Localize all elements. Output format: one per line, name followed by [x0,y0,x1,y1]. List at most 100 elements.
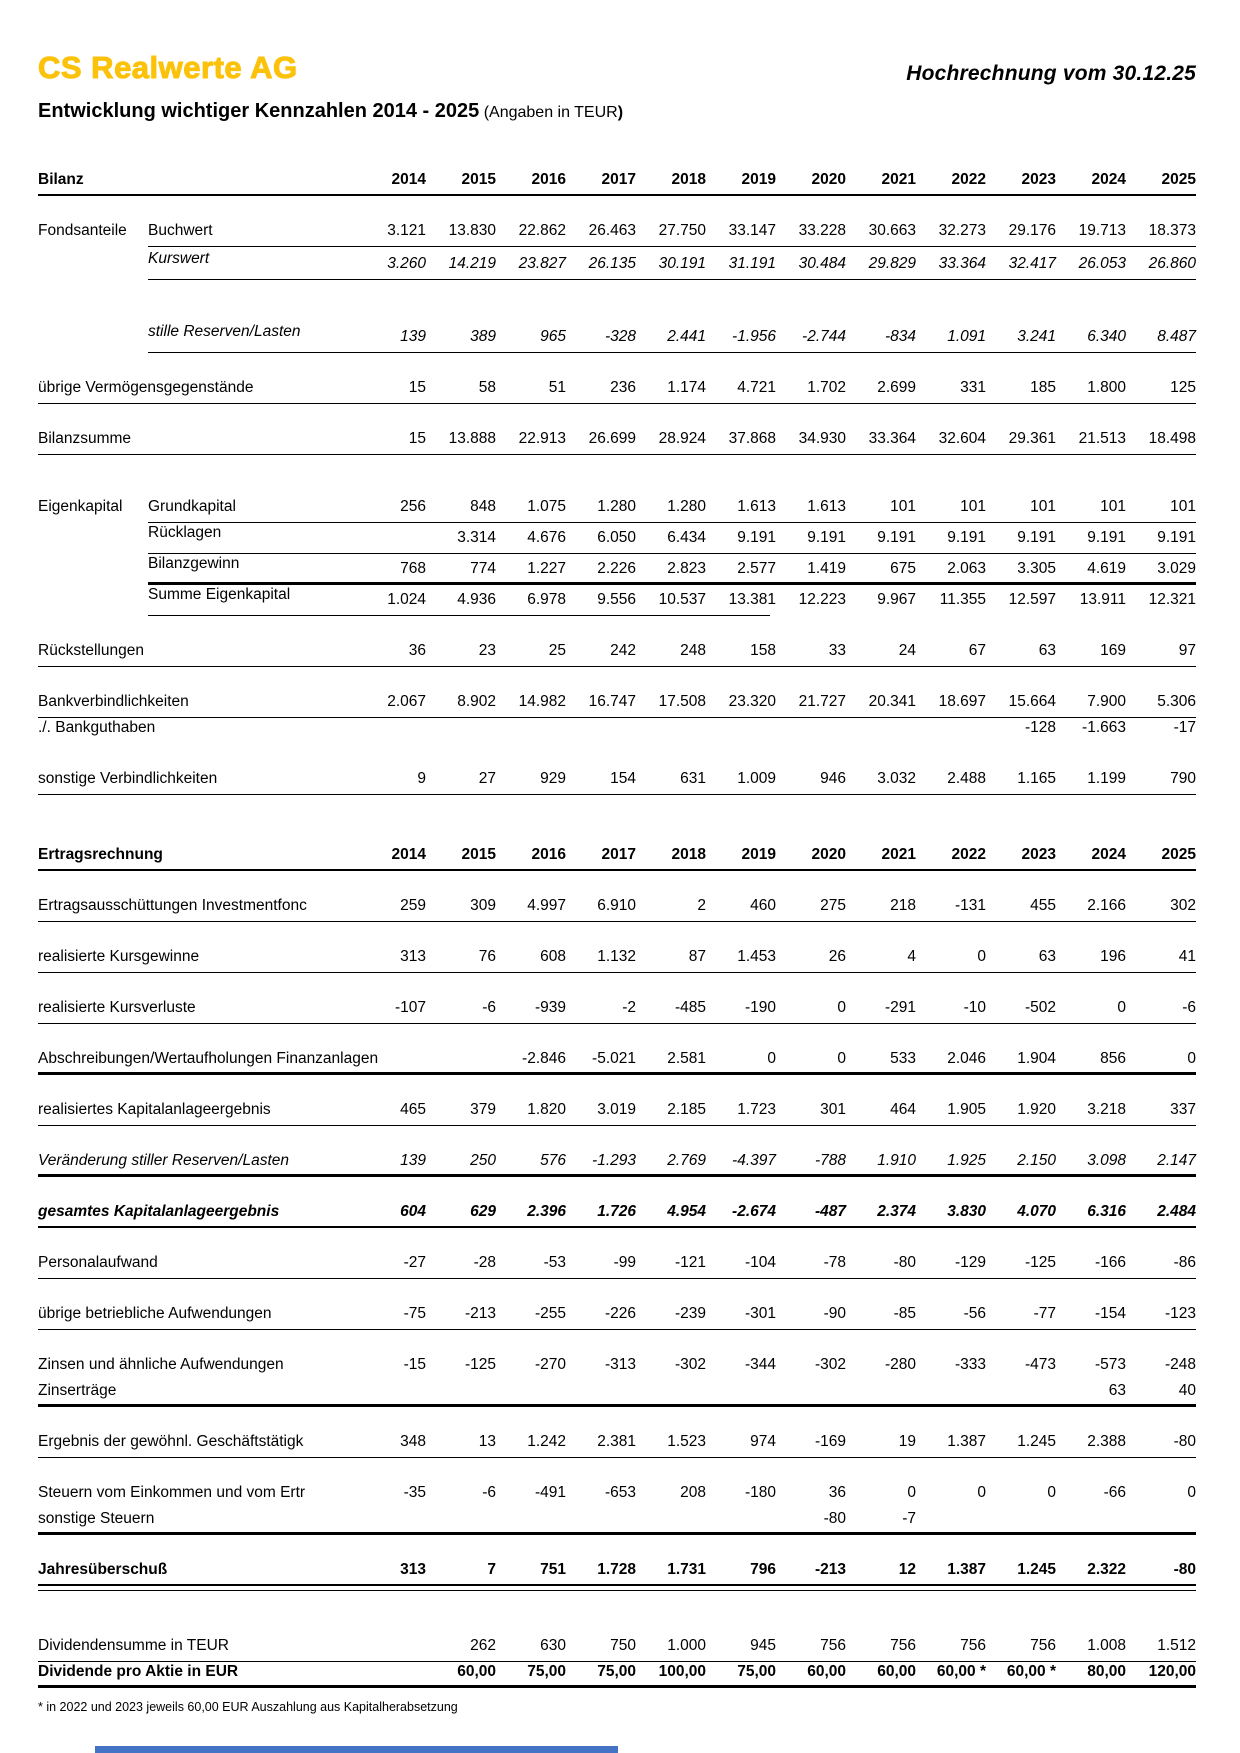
row-label: Abschreibungen/Wertaufholungen Finanzanl… [38,1050,379,1067]
value-cell: -2 [622,999,636,1016]
row-label: realisierte Kursverluste [38,999,196,1016]
value-cell: 242 [610,642,636,659]
value-cell: 63 [1038,948,1056,965]
value-cell: 2.322 [1087,1561,1126,1578]
value-cell: 965 [540,328,566,345]
row-label: Zinserträge [38,1382,117,1399]
year-header: 2016 [531,171,566,188]
row-label: Ertragsausschüttungen Investmentfonc [38,897,307,914]
value-cell: -180 [744,1484,776,1501]
value-cell: 1.227 [527,560,566,577]
value-cell: 675 [890,560,916,577]
value-cell: 309 [470,897,496,914]
row-group-label: Eigenkapital [38,498,123,515]
value-cell: 2.185 [667,1101,706,1118]
value-cell: 6.434 [667,529,706,546]
value-cell: 6.910 [597,897,636,914]
year-header: 2024 [1091,846,1126,863]
value-cell: 1.387 [947,1561,986,1578]
value-cell: 2.150 [1017,1152,1056,1169]
year-header: 2024 [1091,171,1126,188]
value-cell: 631 [680,770,706,787]
year-header: 2023 [1021,846,1056,863]
value-cell: 302 [1170,897,1196,914]
value-cell: 2.374 [877,1203,916,1220]
year-header: 2017 [601,846,636,863]
value-cell: 3.305 [1017,560,1056,577]
year-header: 2022 [951,171,986,188]
value-cell: 259 [400,897,426,914]
value-cell: -107 [394,999,426,1016]
value-cell: -125 [1024,1254,1056,1271]
value-cell: 630 [540,1637,566,1654]
table-row: Rückstellungen 36 23 25 242 248 158 33 24 67 63 169… [38,641,1196,667]
value-cell: -123 [1164,1305,1196,1322]
value-cell: 63 [1038,642,1056,659]
value-cell: 75,00 [527,1663,566,1680]
value-cell: 465 [400,1101,426,1118]
value-cell: 9.191 [737,529,776,546]
value-cell: 60,00 * [936,1663,986,1680]
value-cell: 2.769 [667,1152,706,1169]
value-cell: 1.820 [527,1101,566,1118]
table-row: übrige betriebliche Aufwendungen -75 -213 -… [38,1304,1196,1330]
value-cell: 576 [540,1152,566,1169]
value-cell: 3.218 [1087,1101,1126,1118]
value-cell: 15 [408,379,426,396]
value-cell: 2 [697,897,706,914]
value-cell: -328 [604,328,636,345]
value-cell: 9.191 [1017,529,1056,546]
value-cell: -1.663 [1082,719,1126,736]
value-cell: 2.147 [1157,1152,1196,1169]
value-cell: 0 [1047,1484,1056,1501]
table-row: sonstige Verbindlichkeiten 9 27 929 154 631 1.… [38,769,1196,795]
row-label: Zinsen und ähnliche Aufwendungen [38,1356,284,1373]
value-cell: 1.910 [877,1152,916,1169]
doc-title: Entwicklung wichtiger Kennzahlen 2014 - … [38,100,480,122]
value-cell: 20.341 [868,693,916,710]
value-cell: -485 [674,999,706,1016]
value-cell: 756 [1030,1637,1056,1654]
table-row: realisierte Kursverluste -107 -6 -939 -2 -485… [38,998,1196,1024]
table-row: Personalaufwand -27 -28 -53 -99 -121 -104 -78 -8… [38,1253,1196,1279]
value-cell: 27.750 [658,222,706,239]
table-row: Bankverbindlichkeiten 2.067 8.902 14.982 16.… [38,692,1196,718]
value-cell: 1.613 [737,498,776,515]
row-label: gesamtes Kapitalanlageergebnis [38,1203,280,1220]
value-cell: -128 [1024,719,1056,736]
value-cell: 2.396 [527,1203,566,1220]
value-cell: 67 [968,642,986,659]
value-cell: 9.191 [877,529,916,546]
table-row: ./. Bankguthaben -128 -1.663 -17 [38,718,1196,744]
value-cell: 1.419 [807,560,846,577]
year-header: 2018 [671,171,706,188]
value-cell: -166 [1094,1254,1126,1271]
value-cell: 756 [960,1637,986,1654]
section-header-row: Ertragsrechnung 2014 2015 2016 2017 2018 2019 2… [38,845,1196,871]
value-cell: -125 [464,1356,496,1373]
value-cell: 4.721 [737,379,776,396]
year-header: 2014 [391,846,426,863]
year-header: 2020 [811,846,846,863]
value-cell: 460 [750,897,776,914]
value-cell: 256 [400,498,426,515]
table-row: gesamtes Kapitalanlageergebnis 604 629 2.39… [38,1202,1196,1228]
value-cell: -27 [403,1254,426,1271]
value-cell: 30.484 [798,255,846,272]
value-cell: 9.556 [597,591,636,608]
value-cell: 17.508 [658,693,706,710]
value-cell: 3.029 [1157,560,1196,577]
value-cell: 58 [478,379,496,396]
row-label: realisierte Kursgewinne [38,948,200,965]
value-cell: 756 [890,1637,916,1654]
table-row: Eigenkapital Grundkapital 256 848 1.075 1.280… [38,497,1196,523]
value-cell: 2.441 [667,328,706,345]
value-cell: 6.050 [597,529,636,546]
value-cell: -6 [1182,999,1196,1016]
value-cell: 2.699 [877,379,916,396]
value-cell: 26.860 [1148,255,1196,272]
value-cell: 929 [540,770,566,787]
row-label: Veränderung stiller Reserven/Lasten [38,1152,290,1169]
kennzahlen-table: Bilanz 2014 2015 2016 2017 2018 2019 2020 2021 20… [38,170,1196,1688]
value-cell: -53 [543,1254,566,1271]
